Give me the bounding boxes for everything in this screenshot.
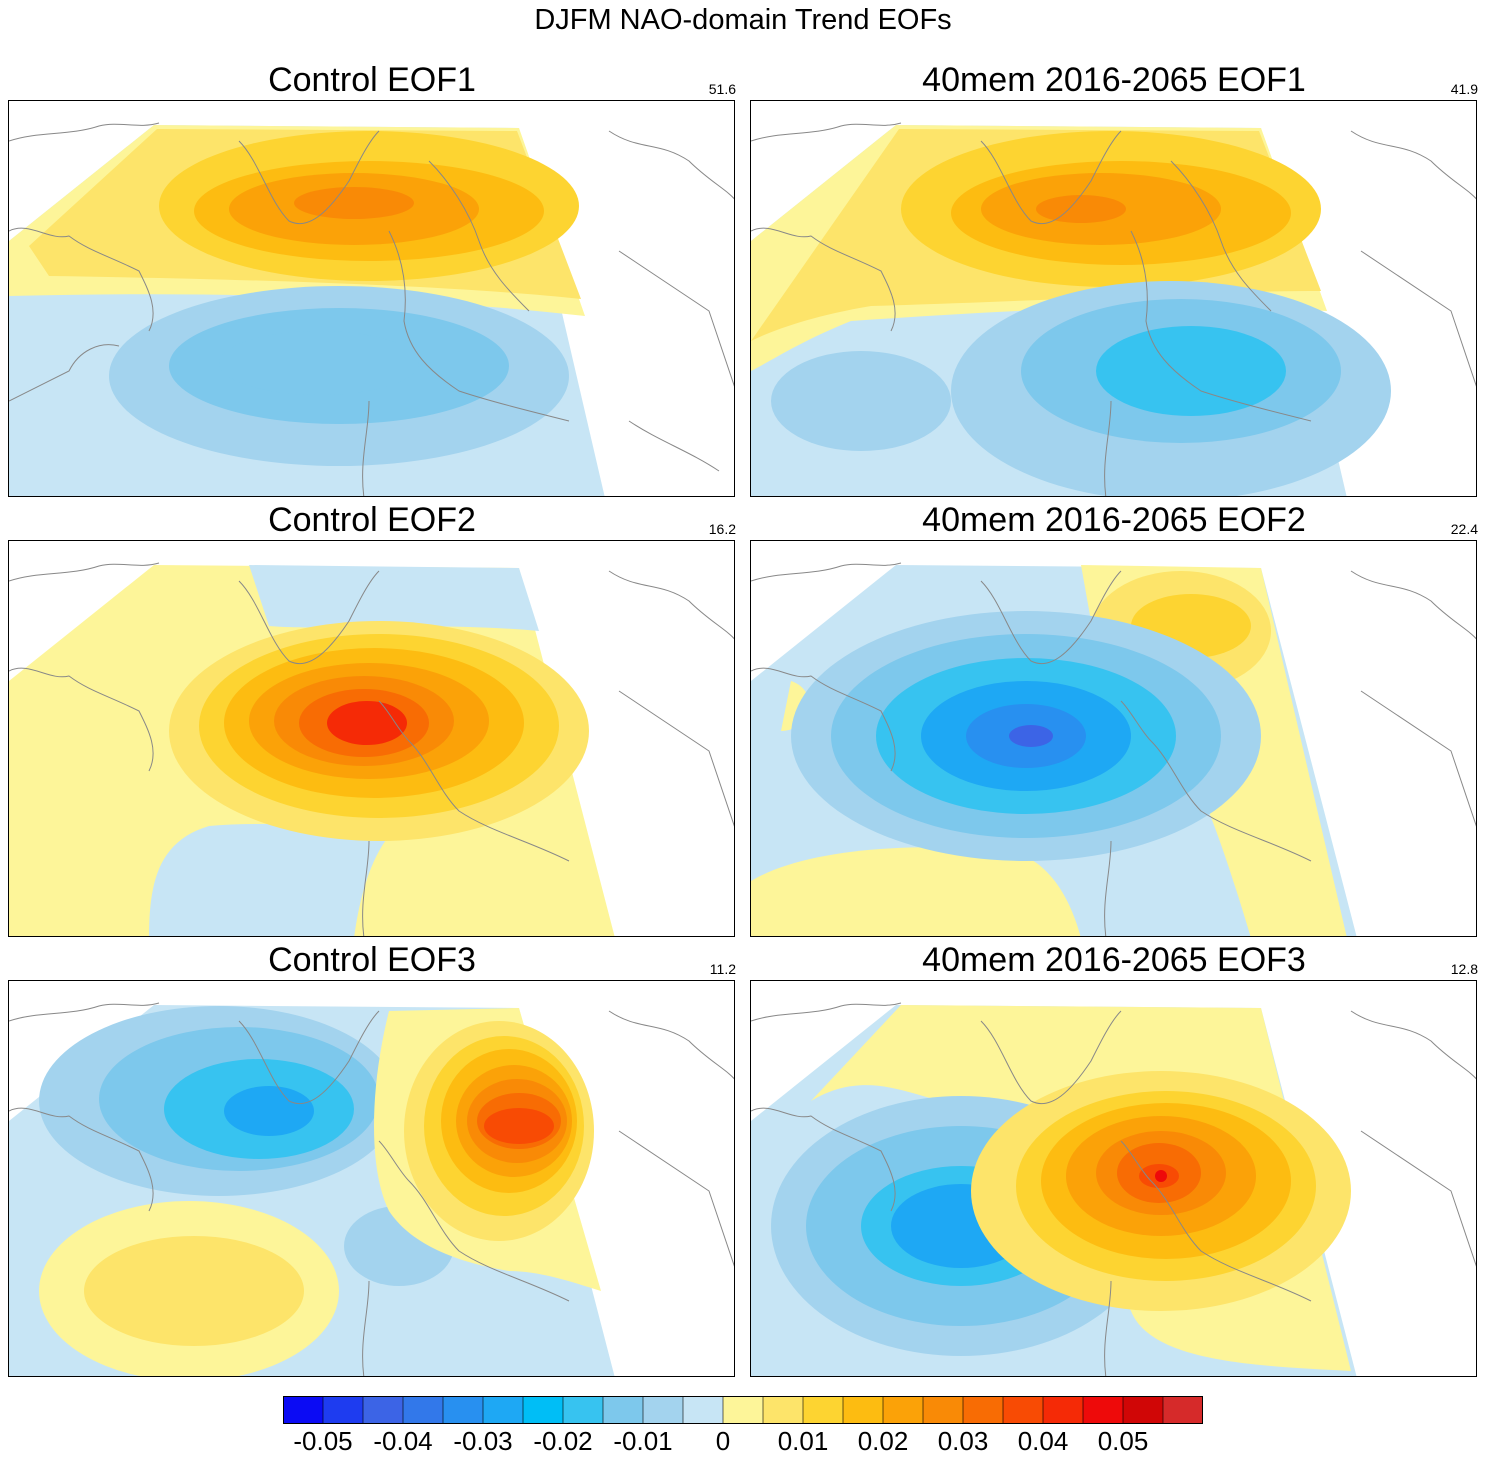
map-control-eof3: [8, 980, 735, 1377]
colorbar-tick-label: -0.04: [373, 1426, 433, 1456]
colorbar-tick-label: 0.04: [1017, 1426, 1069, 1456]
colorbar-swatch: [363, 1396, 404, 1424]
colorbar: [283, 1396, 1203, 1424]
colorbar-swatch: [443, 1396, 484, 1424]
colorbar-swatch: [963, 1396, 1004, 1424]
map-future-eof2: [750, 540, 1477, 937]
map-future-eof3: [750, 980, 1477, 1377]
colorbar-tick-label: -0.01: [613, 1426, 673, 1456]
colorbar-tick-label: -0.05: [293, 1426, 353, 1456]
colorbar-border: [283, 1396, 1203, 1424]
colorbar-swatch: [683, 1396, 724, 1424]
colorbar-swatch: [763, 1396, 804, 1424]
colorbar-swatch: [843, 1396, 884, 1424]
colorbar-swatch: [1043, 1396, 1084, 1424]
variance-control-eof1: 51.6: [708, 81, 736, 97]
colorbar-swatch: [523, 1396, 564, 1424]
colorbar-tick-label: -0.03: [453, 1426, 513, 1456]
variance-control-eof2: 16.2: [708, 521, 736, 537]
colorbar-swatch: [323, 1396, 364, 1424]
colorbar-swatch: [1083, 1396, 1124, 1424]
panel-title-future-eof1: 40mem 2016-2065 EOF1: [922, 61, 1306, 99]
map-control-eof2: [8, 540, 735, 937]
variance-control-eof3: 11.2: [709, 961, 736, 977]
map-future-eof1: [750, 100, 1477, 497]
map-control-eof1: [8, 100, 735, 497]
panel-title-control-eof3: Control EOF3: [268, 941, 476, 979]
colorbar-swatch: [1003, 1396, 1044, 1424]
figure-title: DJFM NAO-domain Trend EOFs: [534, 4, 952, 36]
colorbar-labels: -0.05 -0.04 -0.03 -0.02 -0.01 0 0.01 0.02 0.03 0.…: [0, 1426, 1486, 1460]
colorbar-swatch: [923, 1396, 964, 1424]
panel-title-control-eof1: Control EOF1: [268, 61, 476, 99]
colorbar-swatch: [603, 1396, 644, 1424]
panel-title-future-eof3: 40mem 2016-2065 EOF3: [922, 941, 1306, 979]
colorbar-swatch: [1163, 1396, 1203, 1424]
panel-title-control-eof2: Control EOF2: [268, 501, 476, 539]
colorbar-swatch: [483, 1396, 524, 1424]
colorbar-swatch: [643, 1396, 684, 1424]
colorbar-swatch: [563, 1396, 604, 1424]
colorbar-tick-label: 0: [715, 1426, 731, 1456]
colorbar-swatch: [883, 1396, 924, 1424]
colorbar-tick-label: 0.01: [777, 1426, 829, 1456]
panel-title-future-eof2: 40mem 2016-2065 EOF2: [922, 501, 1306, 539]
variance-future-eof3: 12.8: [1450, 961, 1478, 977]
colorbar-swatch: [723, 1396, 764, 1424]
colorbar-tick-label: 0.03: [937, 1426, 989, 1456]
colorbar-swatch: [803, 1396, 844, 1424]
colorbar-swatch: [283, 1396, 324, 1424]
colorbar-tick-label: -0.02: [533, 1426, 593, 1456]
variance-future-eof2: 22.4: [1450, 521, 1478, 537]
colorbar-swatch: [1123, 1396, 1164, 1424]
colorbar-swatch: [403, 1396, 444, 1424]
colorbar-tick-label: 0.02: [857, 1426, 909, 1456]
variance-future-eof1: 41.9: [1450, 81, 1478, 97]
colorbar-tick-label: 0.05: [1097, 1426, 1149, 1456]
